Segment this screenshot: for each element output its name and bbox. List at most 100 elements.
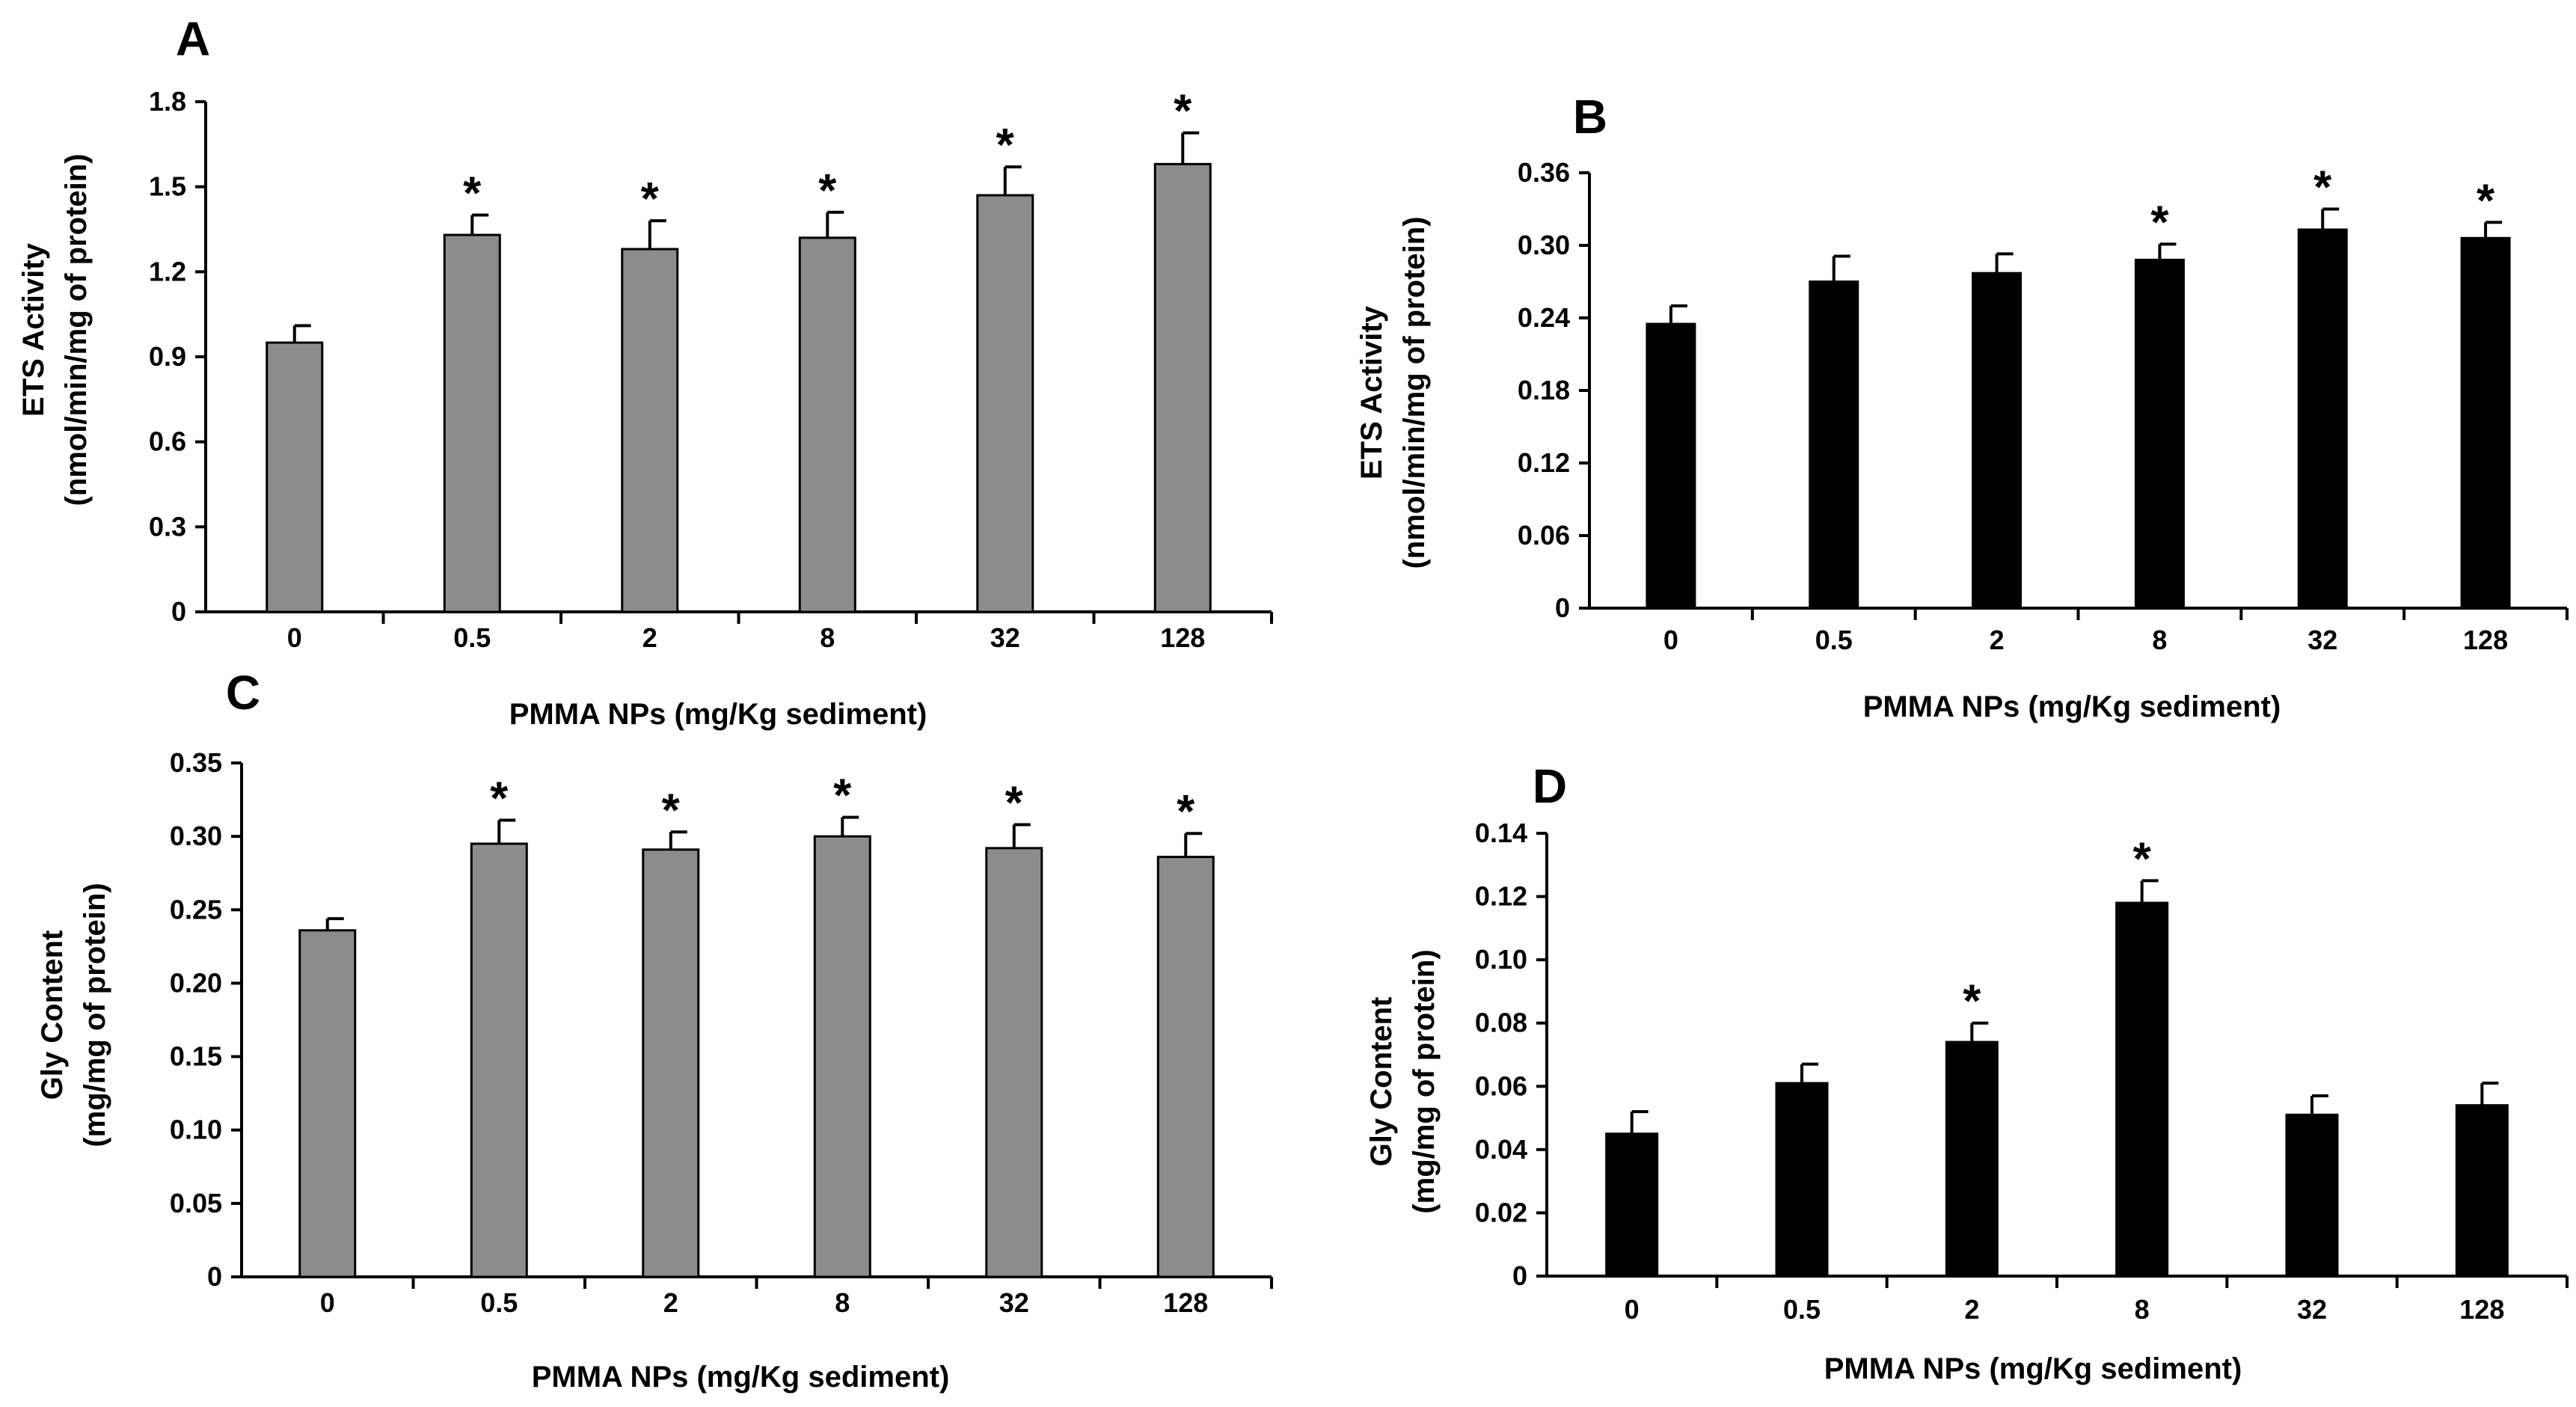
panel-b-significance-star: *: [2150, 197, 2169, 248]
panel-a-significance-star: *: [463, 168, 482, 220]
panel-d-bar: [1605, 1132, 1659, 1278]
panel-b-letter: B: [1573, 90, 1607, 144]
panel-d-xtick-label: 0.5: [1783, 1294, 1821, 1325]
panel-c-bar: [1156, 856, 1215, 1278]
panel-a-ytick-label: 1.2: [149, 256, 186, 286]
panel-b-ylabel-line1: ETS Activity: [1355, 305, 1388, 479]
panel-d-ytick-label: 0.04: [1475, 1134, 1527, 1165]
panel-c-significance-star: *: [1005, 777, 1024, 829]
panel-b-significance-star: *: [2477, 175, 2495, 227]
panel-b-ytick-label: 0.24: [1518, 302, 1570, 333]
panel-d-ytick-label: 0.08: [1475, 1008, 1527, 1038]
panel-b-ytick-label: 0.36: [1518, 157, 1570, 188]
panel-d-ytick-label: 0.10: [1475, 944, 1527, 975]
panel-c-bar: [298, 929, 357, 1278]
panel-a-ytick-label: 0.6: [149, 426, 186, 457]
panel-c-xlabel: PMMA NPs (mg/Kg sediment): [532, 1361, 950, 1394]
panel-c-ylabel-line2: (mg/mg of protein): [79, 883, 111, 1147]
panel-c-ytick-label: 0.30: [170, 821, 222, 851]
panel-a-ylabel-line2: (nmol/min/mg of protein): [60, 153, 93, 506]
panel-a-xtick-label: 0: [287, 622, 302, 653]
panel-c-ytick-label: 0: [207, 1261, 222, 1292]
panel-c-letter: C: [226, 666, 260, 720]
panel-c-bar: [985, 847, 1043, 1278]
panel-d-xtick-label: 8: [2135, 1294, 2150, 1325]
panel-b-xtick-label: 32: [2307, 625, 2337, 655]
panel-d-xlabel: PMMA NPs (mg/Kg sediment): [1824, 1352, 2242, 1385]
panel-b-ytick-label: 0.30: [1518, 230, 1570, 260]
panel-a-bar: [266, 341, 324, 613]
panel-c-ytick-label: 0.15: [170, 1041, 222, 1072]
panel-c-xtick-label: 0: [320, 1287, 335, 1318]
panel-d-significance-star: *: [2133, 833, 2152, 885]
panel-d-bar: [2115, 901, 2169, 1278]
panel-d-xtick-label: 2: [1964, 1294, 1979, 1325]
panel-c-xtick-label: 32: [999, 1287, 1029, 1318]
panel-a-ylabel-line1: ETS Activity: [17, 242, 50, 417]
panel-a-bar: [976, 194, 1034, 613]
panel-a-significance-star: *: [641, 174, 660, 225]
panel-b-bar: [2460, 236, 2511, 610]
panel-a-bar: [1153, 162, 1212, 613]
panel-d-ylabel-line1: Gly Content: [1365, 997, 1398, 1167]
panel-d-xtick-label: 32: [2297, 1294, 2327, 1325]
panel-c-bar: [642, 848, 700, 1278]
panel-d-letter: D: [1533, 759, 1567, 813]
panel-c: C Gly Content (mg/mg of protein) PMMA NP…: [36, 666, 1273, 1394]
panel-b-bar: [2134, 258, 2185, 610]
panel-b-xtick-label: 0.5: [1815, 625, 1853, 655]
panel-a-ytick-label: 1.5: [149, 171, 186, 202]
panel-b-xtick-label: 8: [2152, 625, 2167, 655]
panel-c-ytick-label: 0.25: [170, 894, 222, 925]
panel-a-xlabel: PMMA NPs (mg/Kg sediment): [509, 698, 927, 731]
panel-a-letter: A: [176, 12, 210, 66]
panel-a-bar: [443, 233, 501, 613]
panel-b: B ETS Activity (nmol/min/mg of protein) …: [1355, 90, 2569, 723]
panel-c-ylabel-line1: Gly Content: [36, 931, 69, 1100]
panel-d-bar: [1945, 1040, 1999, 1278]
panel-c-significance-star: *: [833, 770, 852, 822]
panel-c-bar: [470, 842, 528, 1278]
panel-a-xtick-label: 2: [643, 622, 657, 653]
panel-b-significance-star: *: [2313, 162, 2332, 214]
panel-d-ylabel-line2: (mg/mg of protein): [1408, 949, 1441, 1213]
panel-a-xtick-label: 0.5: [453, 622, 491, 653]
panel-d-ytick-label: 0: [1512, 1260, 1527, 1291]
panel-c-significance-star: *: [662, 785, 681, 836]
panel-b-ytick-label: 0.06: [1518, 520, 1570, 551]
panel-b-xlabel: PMMA NPs (mg/Kg sediment): [1863, 690, 2281, 723]
panel-a-significance-star: *: [818, 165, 837, 217]
panel-b-bar: [1809, 281, 1859, 610]
panel-a-ytick-label: 1.8: [149, 86, 186, 117]
panel-a-xtick-label: 128: [1160, 622, 1205, 653]
panel-b-ytick-label: 0.12: [1518, 447, 1570, 478]
panel-b-bar: [2297, 228, 2348, 610]
panel-a-bar: [621, 248, 679, 613]
panel-d-ytick-label: 0.14: [1475, 818, 1527, 848]
panel-d: D Gly Content (mg/mg of protein) PMMA NP…: [1365, 759, 2569, 1385]
panel-d-ytick-label: 0.02: [1475, 1197, 1527, 1227]
panel-a-ytick-label: 0.3: [149, 511, 186, 542]
panel-a-ytick-label: 0: [171, 596, 186, 627]
panel-a-significance-star: *: [996, 120, 1015, 171]
panel-c-xtick-label: 8: [835, 1287, 850, 1318]
panel-d-xtick-label: 128: [2459, 1294, 2504, 1325]
panel-b-bar: [1646, 322, 1696, 610]
panel-b-ylabel-line2: (nmol/min/mg of protein): [1398, 216, 1431, 568]
panel-a-significance-star: *: [1174, 86, 1192, 138]
panel-a-bar: [798, 236, 856, 613]
panel-a-ytick-label: 0.9: [149, 341, 186, 372]
panel-c-ytick-label: 0.10: [170, 1115, 222, 1145]
panel-d-bar: [2285, 1113, 2339, 1278]
panel-a-xtick-label: 32: [990, 622, 1020, 653]
panel-c-bar: [813, 835, 871, 1278]
panel-b-ytick-label: 0.18: [1518, 375, 1570, 405]
panel-d-ytick-label: 0.12: [1475, 881, 1527, 912]
panel-c-xtick-label: 128: [1163, 1287, 1208, 1318]
panel-b-xtick-label: 2: [1990, 625, 2005, 655]
panel-b-ytick-label: 0: [1555, 592, 1570, 623]
panel-d-ytick-label: 0.06: [1475, 1070, 1527, 1101]
panel-a: A ETS Activity (nmol/min/mg of protein) …: [17, 12, 1273, 731]
panel-b-xtick-label: 128: [2463, 625, 2508, 655]
